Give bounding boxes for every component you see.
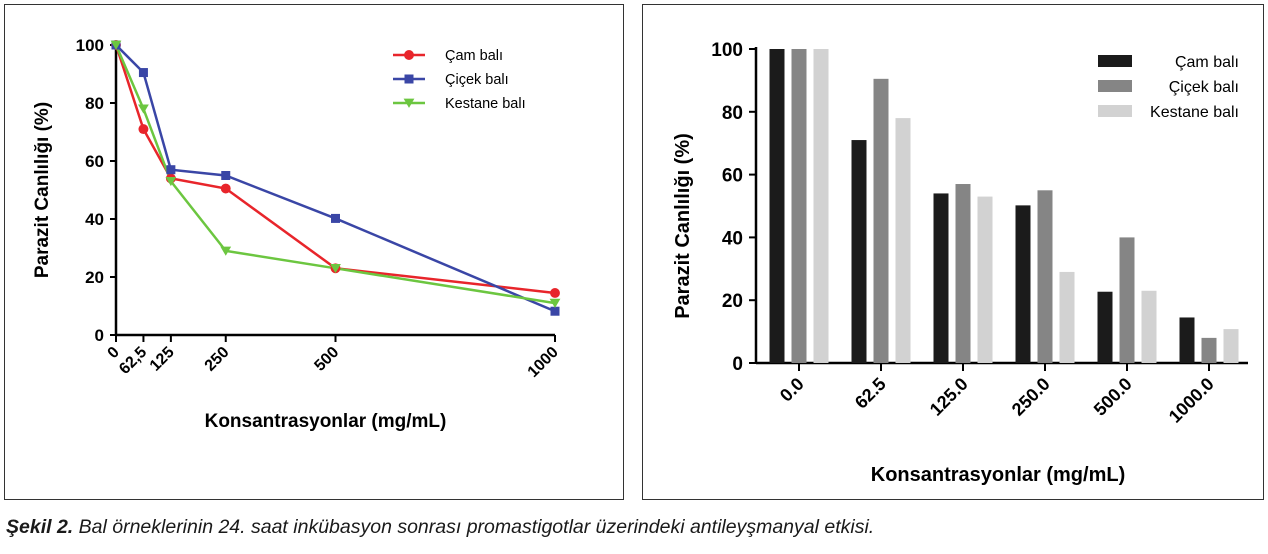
y-tick-label: 20 (722, 291, 743, 312)
data-point (220, 183, 231, 194)
data-point (404, 50, 414, 60)
y-tick-label: 100 (76, 36, 104, 55)
x-tick-label: 500.0 (1090, 374, 1136, 420)
x-axis-title: Konsantrasyonlar (mg/mL) (871, 464, 1125, 486)
y-tick-label: 0 (95, 326, 104, 345)
series-line (114, 44, 556, 295)
x-tick-label: 1000.0 (1165, 374, 1218, 427)
bar (1141, 290, 1157, 363)
x-tick-label: 62.5 (851, 374, 890, 413)
legend-label: Çiçek balı (1169, 79, 1239, 96)
legend-label: Çiçek balı (445, 72, 509, 88)
x-tick-label: 250.0 (1008, 374, 1054, 420)
legend-label: Kestane balı (445, 96, 526, 112)
y-tick-label: 60 (85, 152, 104, 171)
legend-label: Çam balı (445, 48, 503, 64)
bar (851, 140, 867, 363)
bar (1119, 237, 1135, 363)
line-chart-panel: 0 20 40 60 80 100 0 62,5 125 250 500 1000 Konsantras… (4, 4, 624, 500)
bar (1037, 190, 1053, 363)
bar (1201, 337, 1217, 363)
bar-chart-panel: 0 20 40 60 80 100 0.0 62.5 125.0 250.0 500.0 1000.0… (642, 4, 1264, 500)
bar (873, 78, 889, 363)
data-point (166, 165, 176, 175)
data-point (404, 74, 414, 84)
bar (1015, 205, 1031, 363)
x-tick-label: 0.0 (776, 374, 808, 406)
y-tick-label: 80 (85, 94, 104, 113)
y-tick-label: 40 (722, 228, 743, 249)
legend-label: Çam balı (1175, 54, 1239, 71)
data-point (220, 246, 232, 256)
data-point (110, 40, 122, 50)
x-tick-label: 1000 (525, 344, 562, 381)
data-point (221, 171, 231, 180)
x-axis-title: Konsantrasyonlar (mg/mL) (205, 411, 447, 432)
y-axis-title: Parazit Canlılığı (%) (672, 133, 694, 319)
caption-text: Bal örneklerinin 24. saat inkübasyon son… (73, 516, 875, 538)
legend-label: Kestane balı (1150, 104, 1239, 121)
bar (955, 184, 971, 363)
x-tick-label: 125 (147, 344, 178, 375)
y-tick-label: 100 (711, 40, 743, 61)
data-point (331, 213, 340, 223)
data-point (550, 306, 560, 316)
legend-swatch (1098, 80, 1132, 92)
legend-swatch (1098, 55, 1132, 67)
y-tick-label: 80 (722, 103, 743, 124)
y-tick-label: 20 (85, 268, 104, 287)
y-tick-label: 60 (722, 166, 743, 187)
data-point (165, 176, 177, 187)
y-tick-label: 0 (732, 354, 743, 375)
bar (791, 49, 807, 363)
data-point (403, 98, 415, 108)
data-point (549, 298, 561, 308)
bar (895, 118, 911, 363)
x-tick-label: 500 (311, 344, 342, 375)
y-axis-title: Parazit Canlılığı (%) (32, 102, 53, 278)
bar (977, 196, 993, 363)
bar (1059, 271, 1075, 363)
x-tick-label: 250 (202, 344, 233, 375)
data-point (138, 124, 149, 135)
series-line (114, 44, 556, 305)
data-point (550, 288, 560, 298)
y-tick-label: 40 (85, 210, 104, 229)
bar (813, 49, 829, 363)
x-tick-label: 62,5 (116, 344, 150, 378)
data-point (138, 68, 148, 78)
bar (769, 49, 785, 363)
data-point (330, 263, 341, 274)
bar (1097, 291, 1113, 363)
x-tick-label: 125.0 (926, 374, 972, 420)
data-point (138, 104, 149, 114)
caption-label: Şekil 2. (6, 516, 74, 538)
series-line (115, 44, 556, 313)
figure-caption: Şekil 2. Bal örneklerinin 24. saat inküb… (6, 516, 874, 539)
bar (1223, 329, 1239, 363)
bar (1179, 317, 1195, 363)
x-tick-label: 0 (105, 344, 123, 362)
legend-swatch (1098, 105, 1132, 117)
bar (933, 193, 949, 363)
